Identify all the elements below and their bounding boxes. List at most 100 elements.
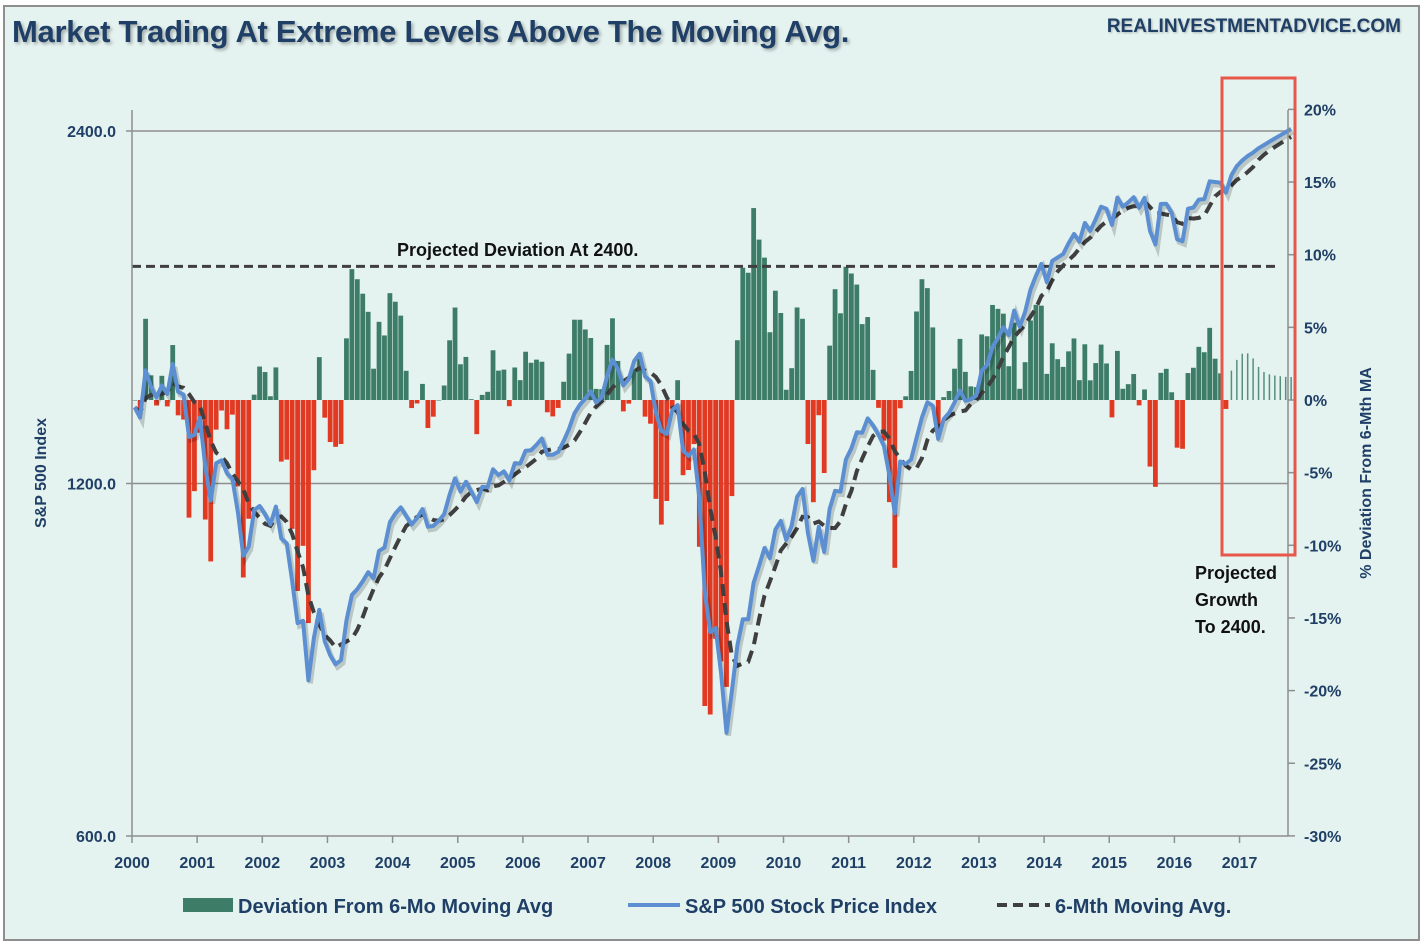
deviation-bar: [848, 273, 854, 400]
deviation-bar: [859, 324, 865, 400]
deviation-bar: [734, 340, 740, 400]
x-tick-label: 2013: [961, 855, 997, 872]
deviation-bar: [322, 400, 328, 418]
series-lines: [132, 127, 1295, 737]
deviation-bar: [946, 390, 952, 400]
deviation-bar: [262, 372, 268, 400]
x-tick-label: 2016: [1157, 855, 1193, 872]
deviation-bar: [756, 239, 762, 400]
deviation-bar: [577, 319, 583, 400]
deviation-bar: [653, 400, 659, 499]
deviation-bar: [914, 311, 919, 400]
deviation-bar: [979, 334, 985, 400]
deviation-bar: [501, 369, 507, 400]
deviation-bar: [1000, 313, 1006, 400]
deviation-bar: [382, 335, 387, 400]
deviation-bar: [555, 400, 561, 408]
deviation-bar: [458, 364, 463, 400]
deviation-bar: [175, 400, 181, 416]
deviation-bar: [1212, 358, 1218, 400]
deviation-bar: [474, 400, 480, 435]
deviation-bar: [767, 332, 773, 400]
deviation-bar: [1076, 380, 1082, 400]
deviation-bar: [398, 315, 404, 400]
deviation-bar: [235, 400, 241, 487]
deviation-bar: [1279, 376, 1282, 400]
deviation-bar: [669, 400, 675, 410]
deviation-bar: [762, 257, 767, 400]
deviation-bar: [186, 400, 192, 518]
legend: Deviation From 6-Mo Moving Avg S&P 500 S…: [183, 896, 1231, 918]
deviation-bar: [1169, 392, 1175, 400]
deviation-bar: [295, 400, 300, 591]
deviation-bar: [658, 400, 664, 525]
deviation-bar: [311, 400, 317, 471]
deviation-bar: [1158, 372, 1164, 400]
deviation-bar: [805, 400, 811, 444]
deviation-bar: [745, 272, 751, 400]
deviation-bar: [984, 336, 990, 400]
deviation-bar: [843, 266, 849, 400]
deviation-bar: [1131, 374, 1137, 400]
deviation-bar: [284, 400, 290, 460]
deviation-bar: [409, 400, 415, 409]
deviation-bar: [1120, 388, 1126, 400]
deviation-bar: [463, 356, 469, 400]
y-right-tick-label: 5%: [1304, 320, 1327, 337]
deviation-bar: [1093, 363, 1099, 400]
deviation-bar: [523, 351, 529, 400]
y-left-tick-label: 1200.0: [67, 477, 116, 494]
deviation-bar: [1174, 400, 1180, 448]
x-tick-label: 2015: [1091, 855, 1127, 872]
deviation-bar: [1252, 358, 1254, 400]
deviation-bar: [289, 400, 295, 529]
deviation-bar: [278, 400, 284, 462]
deviation-bar: [365, 311, 371, 400]
x-tick-label: 2010: [766, 855, 802, 872]
y-axis-right-label: % Deviation From 6-Mth MA: [1358, 367, 1375, 579]
deviation-bar: [626, 400, 632, 404]
deviation-bar: [789, 368, 795, 400]
deviation-bar: [1038, 305, 1044, 400]
chart-title: Market Trading At Extreme Levels Above T…: [12, 14, 850, 49]
y-right-tick-label: -20%: [1304, 684, 1341, 701]
deviation-bar: [572, 319, 577, 400]
deviation-bar: [821, 400, 827, 474]
deviation-bar: [371, 368, 376, 400]
deviation-bar: [1236, 359, 1238, 400]
deviation-bar: [1152, 400, 1158, 487]
deviation-bar: [1136, 400, 1142, 406]
deviation-bar: [257, 366, 262, 400]
x-tick-label: 2007: [570, 855, 606, 872]
deviation-bar: [631, 369, 637, 400]
deviation-bar: [1147, 400, 1153, 467]
deviation-bar: [1207, 327, 1213, 400]
deviation-bars: [132, 208, 1292, 715]
deviation-bar: [208, 400, 214, 562]
y-right-tick-label: 10%: [1304, 248, 1336, 265]
deviation-bar: [686, 400, 691, 471]
x-tick-label: 2012: [896, 855, 932, 872]
deviation-bar: [1082, 344, 1088, 400]
deviation-bar: [593, 388, 599, 400]
deviation-bar: [729, 400, 735, 497]
y-right-tick-label: -30%: [1304, 829, 1341, 846]
deviation-bar: [908, 370, 914, 400]
deviation-bar: [778, 312, 784, 400]
deviation-bar: [919, 279, 925, 400]
deviation-bar: [230, 400, 235, 415]
deviation-bar: [333, 400, 338, 447]
brand-watermark: REALINVESTMENTADVICE.COM: [1106, 16, 1401, 37]
ma-line: [133, 135, 1293, 669]
deviation-bar: [1017, 388, 1023, 400]
deviation-bar: [517, 380, 523, 400]
deviation-bar: [441, 385, 447, 400]
legend-swatch-deviation: [183, 898, 233, 912]
deviation-bar: [268, 396, 273, 400]
deviation-bar: [1274, 375, 1276, 400]
deviation-bar: [506, 400, 512, 407]
deviation-bar: [1185, 373, 1191, 400]
deviation-bar: [838, 313, 843, 400]
x-tick-label: 2017: [1222, 855, 1258, 872]
